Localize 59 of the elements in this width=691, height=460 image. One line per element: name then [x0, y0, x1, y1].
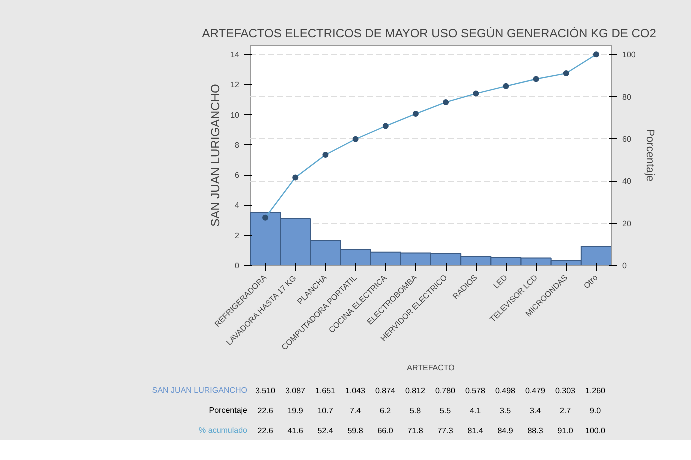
text: 5.5	[440, 406, 452, 416]
data-label: 77.3	[438, 426, 454, 436]
data-label: 0.780	[435, 386, 456, 396]
y2-tick-label: 60	[622, 134, 632, 144]
data-label: 52.4	[318, 426, 334, 436]
y-tick-label: 10	[230, 110, 240, 120]
chart-title: ARTEFACTOS ELECTRICOS DE MAYOR USO SEGÚN GENERACIÓN KG DE CO2	[202, 26, 657, 40]
text: 7.4	[350, 406, 362, 416]
y2-tick-label: 20	[622, 219, 632, 228]
text: 4.1	[470, 406, 482, 416]
data-label: 0.498	[495, 386, 516, 396]
data-label: 100.0	[585, 426, 606, 436]
data-label: 0.479	[525, 386, 546, 396]
y-tick-label: 6	[235, 171, 240, 180]
y-tick-label: 14	[230, 50, 240, 60]
text: 6.2	[380, 406, 392, 416]
data-label: 81.4	[468, 426, 484, 436]
y-tick-label: 8	[235, 140, 240, 150]
data-label: 84.9	[498, 426, 514, 436]
text: 2.7	[560, 406, 572, 416]
y-axis-title: SAN JUAN LURIGANCHO	[208, 84, 223, 227]
data-label: 0.812	[405, 386, 426, 396]
data-label: 71.8	[408, 426, 424, 436]
y2-tick-label: 40	[622, 177, 632, 186]
y2-tick-label: 100	[622, 50, 636, 60]
text: 5.8	[410, 406, 422, 416]
y2-tick-label: 0	[622, 262, 628, 270]
y-tick-label: 12	[230, 80, 240, 90]
data-label: 1.260	[585, 386, 606, 396]
text: 3.4	[530, 406, 542, 416]
data-label: 66.0	[378, 426, 394, 436]
data-label: 0.578	[465, 386, 486, 396]
y-tick-label: 2	[235, 231, 240, 240]
text: 22.6	[258, 406, 274, 416]
x-axis-title: ARTEFACTO	[407, 363, 455, 372]
text: 3.5	[500, 406, 512, 416]
data-label: 41.6	[288, 426, 304, 436]
y2-axis-title: Porcentaje	[644, 129, 656, 182]
text: 9.0	[590, 406, 602, 416]
data-label: 59.8	[348, 426, 364, 436]
data-label: 1.043	[345, 386, 366, 396]
text: SAN JUAN LURIGANCHO	[152, 386, 248, 395]
x-tick-label: Otro	[582, 272, 600, 291]
x-tick-label: LED	[492, 273, 510, 291]
data-label: 0.874	[375, 386, 396, 396]
text: 10.7	[318, 406, 334, 416]
text: 19.9	[288, 406, 304, 416]
text: Porcentaje	[209, 406, 248, 415]
data-label: 3.510	[255, 386, 276, 396]
data-label: 1.651	[315, 386, 336, 396]
data-label: 91.0	[558, 426, 574, 436]
text: % acumulado	[199, 426, 248, 435]
y2-tick-label: 80	[622, 92, 632, 102]
y-tick-label: 0	[235, 262, 240, 270]
data-label: 0.303	[555, 386, 576, 396]
data-label: 22.6	[258, 426, 274, 436]
data-label: 88.3	[528, 426, 544, 436]
data-label: 3.087	[285, 386, 306, 396]
y-tick-label: 4	[235, 201, 240, 210]
